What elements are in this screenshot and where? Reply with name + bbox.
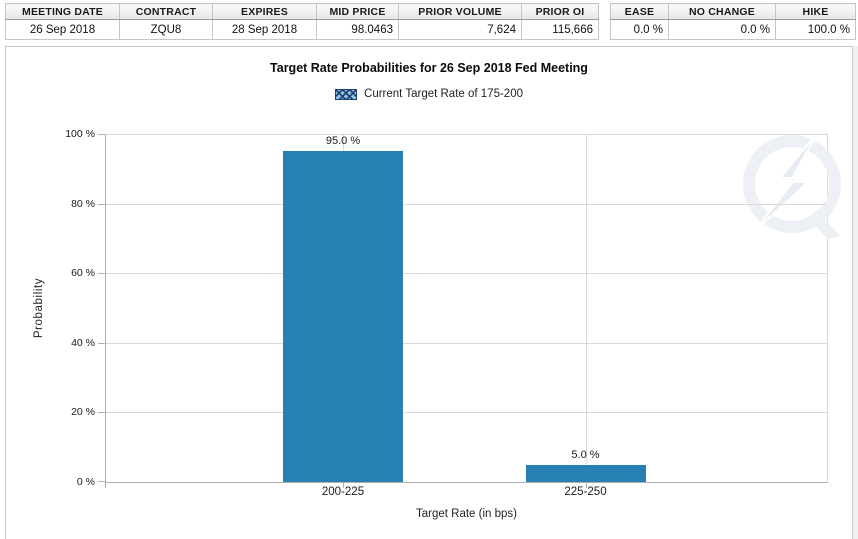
bar-225-250 — [525, 464, 646, 482]
gridline-cat2 — [585, 134, 587, 482]
contract-value: ZQU8 — [119, 19, 213, 40]
bar-200-225 — [283, 151, 403, 482]
plot-area: 100 % 80 % 60 % 40 % 20 % 0 % 95.0 % 5.0… — [65, 128, 841, 520]
bar-value-label: 5.0 % — [571, 448, 600, 461]
xtick-cat2 — [585, 482, 587, 488]
category-label: 200-225 — [321, 486, 365, 498]
chart-title: Target Rate Probabilities for 26 Sep 201… — [270, 61, 588, 75]
ytick-label: 100 % — [65, 128, 95, 140]
header-hike: HIKE — [775, 3, 856, 20]
legend-crosshatch-swatch-icon — [335, 88, 358, 100]
gridline-60 — [106, 273, 827, 275]
header-no-change: NO CHANGE — [668, 3, 776, 20]
action-table-data-row: 0.0 % 0.0 % 100.0 % — [610, 19, 856, 40]
expires-value: 28 Sep 2018 — [212, 19, 317, 40]
header-prior-volume: PRIOR VOLUME — [398, 3, 522, 20]
header-ease: EASE — [610, 3, 669, 20]
quikstrike-watermark-logo-icon — [743, 131, 841, 239]
no-change-value: 0.0 % — [668, 19, 776, 40]
header-meeting-date: MEETING DATE — [5, 3, 120, 20]
ytick-40 — [98, 342, 106, 344]
probability-chart-container: Target Rate Probabilities for 26 Sep 201… — [5, 46, 853, 539]
ytick-60 — [98, 273, 106, 275]
prior-oi-value: 115,666 — [521, 19, 599, 40]
ease-value: 0.0 % — [610, 19, 669, 40]
x-axis-title: Target Rate (in bps) — [416, 508, 517, 520]
bar-value-label: 95.0 % — [325, 135, 361, 148]
header-expires: EXPIRES — [212, 3, 317, 20]
hike-value: 100.0 % — [775, 19, 856, 40]
gridline-100 — [106, 134, 827, 135]
gridline-40 — [106, 342, 827, 344]
gridline-20 — [106, 412, 827, 414]
header-contract: CONTRACT — [119, 3, 213, 20]
xtick-cat1 — [342, 482, 344, 488]
meeting-date-value: 26 Sep 2018 — [5, 19, 120, 40]
prior-volume-value: 7,624 — [398, 19, 522, 40]
rate-action-probability-table: EASE NO CHANGE HIKE 0.0 % 0.0 % 100.0 % — [610, 3, 856, 40]
ytick-label: 20 % — [71, 406, 95, 419]
mid-price-value: 98.0463 — [316, 19, 399, 40]
header-prior-oi: PRIOR OI — [521, 3, 599, 20]
ytick-0 — [98, 481, 106, 482]
legend-label: Current Target Rate of 175-200 — [364, 88, 523, 100]
chart-legend: Current Target Rate of 175-200 — [6, 88, 852, 100]
ytick-label: 60 % — [71, 267, 95, 280]
contract-info-table: MEETING DATE CONTRACT EXPIRES MID PRICE … — [5, 3, 599, 40]
contract-table-header-row: MEETING DATE CONTRACT EXPIRES MID PRICE … — [5, 3, 599, 20]
header-mid-price: MID PRICE — [316, 3, 399, 20]
ytick-20 — [98, 412, 106, 414]
action-table-header-row: EASE NO CHANGE HIKE — [610, 3, 856, 20]
category-label: 225-250 — [564, 486, 607, 498]
ytick-label: 0 % — [76, 476, 95, 488]
page-right-margin — [853, 46, 858, 539]
contract-table-data-row: 26 Sep 2018 ZQU8 28 Sep 2018 98.0463 7,6… — [5, 19, 599, 40]
ytick-80 — [98, 203, 106, 205]
ytick-label: 40 % — [71, 336, 95, 349]
y-axis-stub — [105, 482, 106, 488]
gridline-80 — [106, 203, 827, 205]
y-axis-title: Probability — [33, 277, 45, 339]
ytick-100 — [98, 134, 106, 135]
ytick-label: 80 % — [71, 197, 95, 210]
